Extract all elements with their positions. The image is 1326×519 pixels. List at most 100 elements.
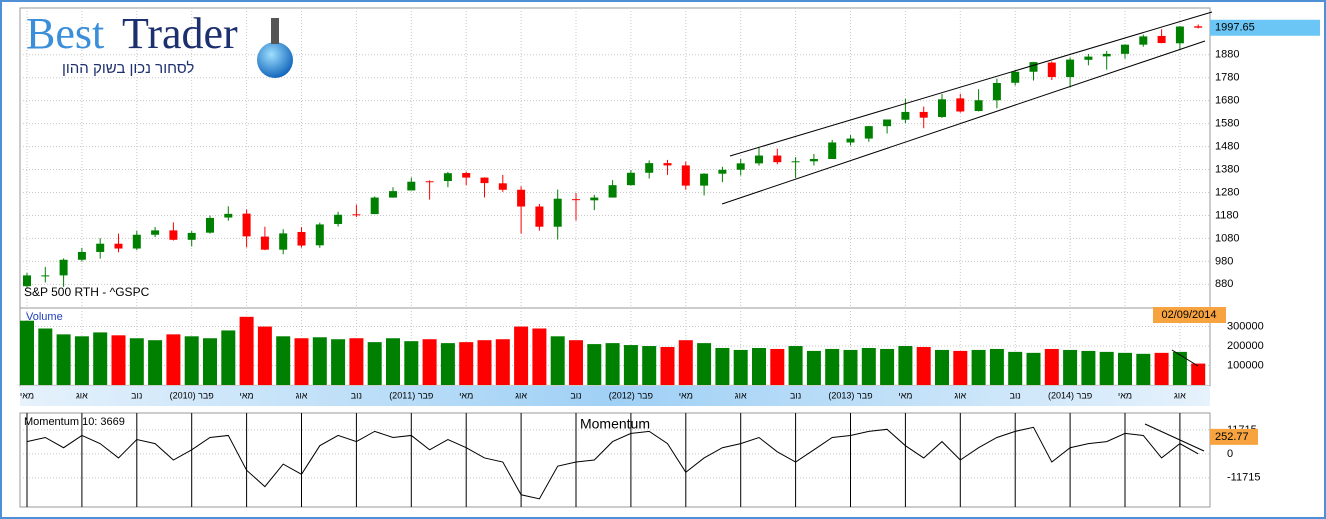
volume-bar [660,347,675,385]
x-tick-label: אוג [296,390,308,400]
volume-bar [752,347,766,385]
y-tick-label: 1480 [1215,141,1239,153]
candle-body [1066,59,1075,78]
candle-body [974,100,983,112]
volume-bar [331,339,346,385]
volume-bar [916,347,931,385]
candle-body [1157,35,1166,44]
plot-layer: 880 980 1080 1180 1280 1380 1480 1580 1680 1780 18… [20,8,1320,507]
volume-bar [312,337,327,385]
volume-bar [221,330,236,385]
volume-bar [898,346,913,385]
candle-body [736,163,745,170]
volume-bar [788,346,803,385]
y-tick-label: 200000 [1227,340,1264,352]
volume-bar [1099,351,1114,385]
volume-bar [93,332,108,385]
candle-body [132,234,141,249]
candle-body [96,243,105,252]
volume-bar [148,340,163,385]
candle-body [773,155,782,163]
volume-bar [550,336,565,385]
candle-body [443,173,452,182]
candle-body [370,197,379,215]
candle-body [1102,53,1111,57]
candle-body [809,158,818,162]
candle-body [755,155,763,164]
volume-bar [111,335,126,385]
volume-bar [587,344,602,385]
y-tick-label: 980 [1215,255,1233,267]
x-tick-label: אוג [735,390,747,400]
volume-bar [569,340,583,385]
y-tick-label: 1280 [1215,186,1239,198]
channel-line [729,11,1213,157]
y-tick-label: 1680 [1215,95,1239,107]
candle-body [626,172,635,186]
volume-bar [1154,352,1169,385]
candle-body [718,169,727,174]
candle-body [206,217,214,233]
logo-trader: Trader [122,9,238,58]
x-tick-label: מאי [240,390,254,400]
candle-body [663,163,672,166]
x-tick-label: נוב [570,390,581,400]
volume-bar [806,350,821,385]
candle-body [681,165,690,186]
candle-body [1139,36,1148,45]
candle-body [187,232,196,240]
candle-body [23,275,31,287]
volume-bar [276,336,291,385]
candle-body [828,142,837,159]
x-tick-label: (2013) פבר [828,390,872,400]
candle-body [242,213,251,237]
volume-bar [623,345,638,385]
date-label: 02/09/2014 [1161,309,1216,321]
candle-body [938,99,946,117]
volume-bar [1191,363,1206,385]
y-tick-label: 1080 [1215,232,1239,244]
x-tick-label: (2012) פבר [609,390,653,400]
volume-bar [294,338,309,385]
volume-bar [971,349,986,385]
x-tick-label: אוג [1174,390,1186,400]
x-tick-label: (2014) פבר [1048,390,1092,400]
volume-bar [715,347,730,385]
candle-body [297,231,306,246]
volume-bar [825,348,840,385]
candle-body [77,251,86,260]
volume-bar [367,342,382,385]
volume-bar [953,350,968,385]
logo-best: Best [26,9,104,58]
candle-body [41,275,50,277]
last-price-box [1210,19,1320,36]
candle-body [553,198,562,227]
candle-body [334,214,343,224]
candle-body [315,224,324,246]
candle-body [352,214,361,216]
volume-bar [349,338,364,385]
candle-body [480,177,489,184]
volume-bar [989,348,1004,385]
y-tick-label: -11715 [1227,472,1260,484]
volume-bar [386,338,400,385]
logo-tagline: לסחור נכון בשוק ההון [62,60,194,77]
momentum-title: Momentum [580,416,650,432]
candle-body [260,236,269,250]
volume-bar [1008,351,1023,385]
volume-bar [404,341,419,385]
candle-body [279,233,288,250]
volume-bar [20,320,34,385]
x-tick-label: נוב [1010,390,1021,400]
volume-bar [1172,351,1187,385]
candle-body [645,163,654,173]
current-value-box [1210,428,1258,445]
x-tick-label: (2010) פבר [170,390,214,400]
candle-body [462,172,471,178]
y-tick-label: 0 [1227,448,1233,460]
y-tick-label: 100000 [1227,359,1264,371]
x-tick-label: נוב [131,390,142,400]
x-tick-label: מאי [1118,390,1132,400]
y-tick-label: 1580 [1215,118,1239,130]
